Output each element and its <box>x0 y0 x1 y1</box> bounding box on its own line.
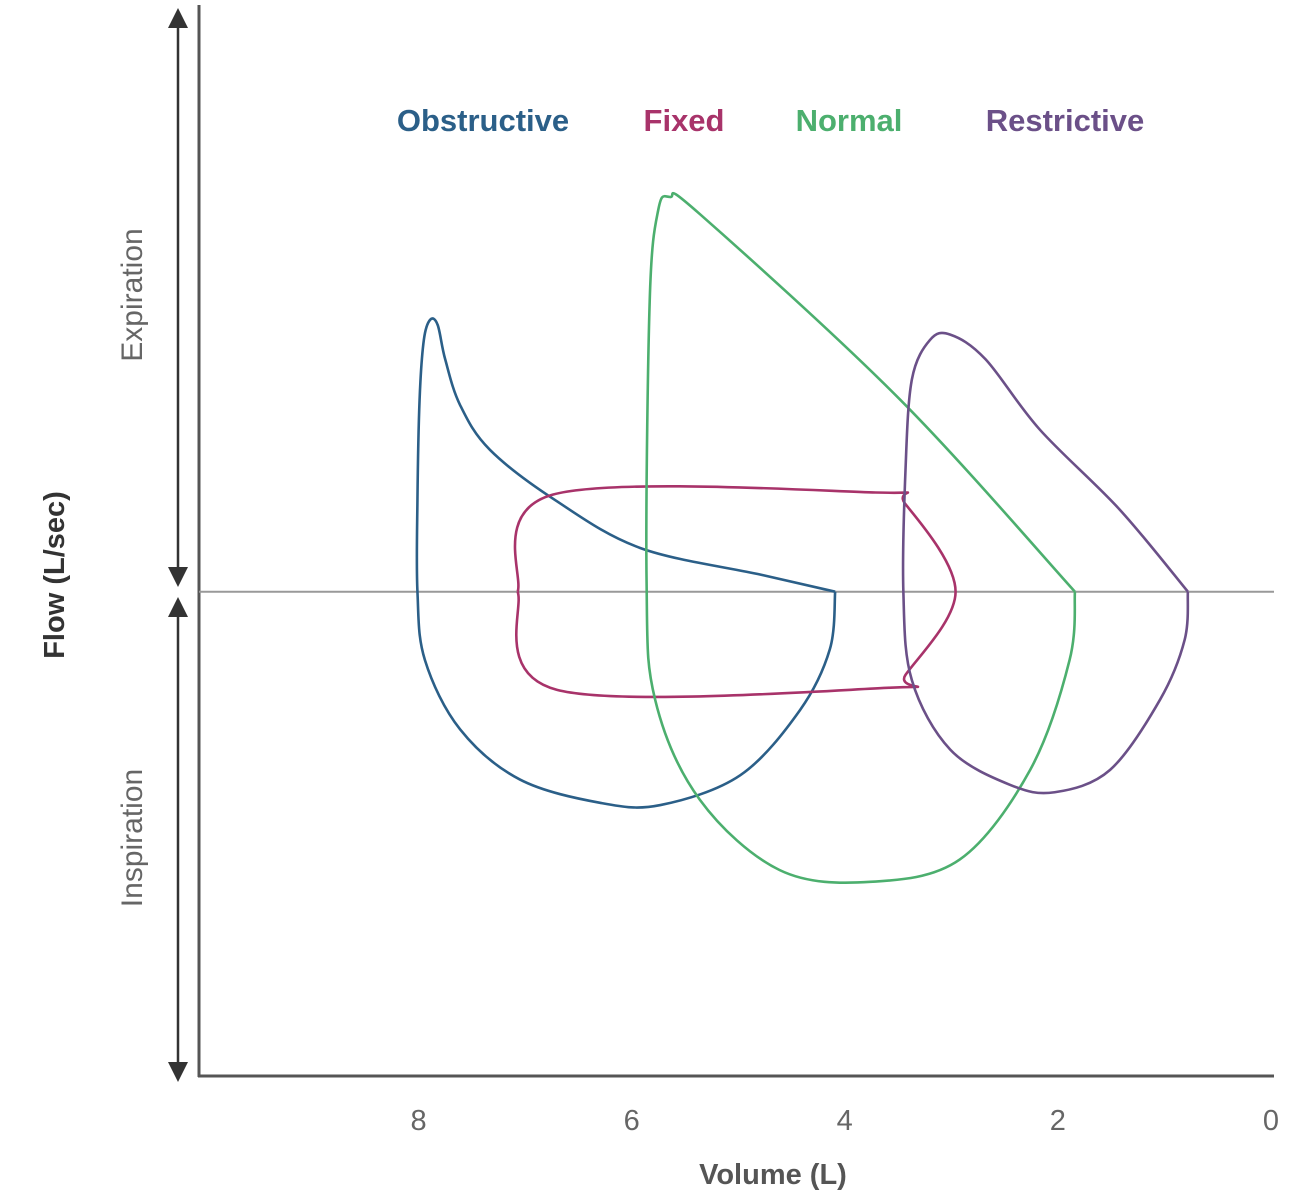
inspiration-label: Inspiration <box>116 769 149 907</box>
legend-fixed: Fixed <box>644 103 725 138</box>
legend-normal: Normal <box>796 103 903 138</box>
x-tick-label: 8 <box>410 1105 426 1137</box>
legend-obstructive: Obstructive <box>397 103 569 138</box>
series-restrictive-loop <box>901 331 1190 795</box>
expiration-label: Expiration <box>116 228 149 361</box>
series-fixed-loop <box>513 484 957 699</box>
series-normal-loop <box>645 191 1077 884</box>
x-tick-label: 2 <box>1050 1105 1066 1137</box>
x-tick-label: 6 <box>624 1105 640 1137</box>
y-axis-label: Flow (L/sec) <box>39 491 71 659</box>
legend-restrictive: Restrictive <box>986 103 1145 138</box>
x-axis-label: Volume (L) <box>699 1159 847 1191</box>
x-tick-label: 0 <box>1263 1105 1279 1137</box>
series-obstructive-loop <box>415 317 837 809</box>
x-tick-label: 4 <box>837 1105 853 1137</box>
